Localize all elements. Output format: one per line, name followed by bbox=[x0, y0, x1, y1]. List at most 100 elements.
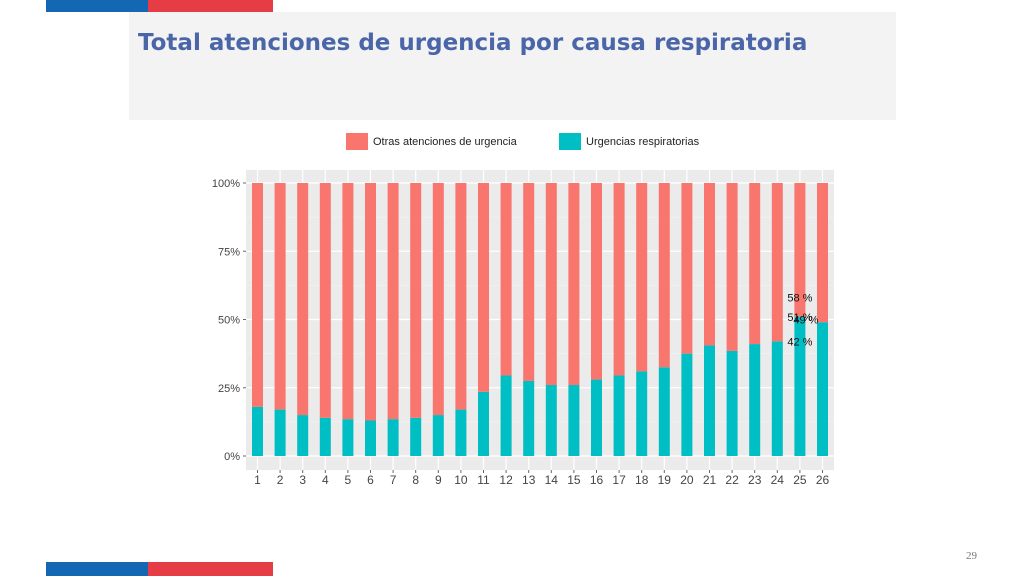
bar-respiratorias-22 bbox=[726, 350, 738, 456]
bar-otras-13 bbox=[523, 183, 535, 381]
y-tick-label: 100% bbox=[212, 178, 240, 190]
bar-otras-11 bbox=[478, 183, 489, 392]
x-tick-label: 13 bbox=[522, 473, 536, 487]
stacked-bar-chart: Otras atenciones de urgencia Urgencias re… bbox=[212, 133, 834, 487]
bar-respiratorias-6 bbox=[365, 420, 376, 456]
x-tick-label: 20 bbox=[680, 473, 694, 487]
y-tick-label: 0% bbox=[224, 451, 240, 463]
bar-respiratorias-4 bbox=[319, 417, 331, 456]
legend-label-2: Urgencias respiratorias bbox=[586, 136, 700, 148]
bar-respiratorias-8 bbox=[410, 417, 422, 456]
legend-swatch-1 bbox=[346, 133, 368, 150]
bar-respiratorias-12 bbox=[500, 375, 512, 456]
x-tick-label: 3 bbox=[299, 473, 306, 487]
y-tick-label: 25% bbox=[218, 383, 240, 395]
bar-otras-14 bbox=[545, 183, 557, 386]
bar-respiratorias-20 bbox=[681, 353, 693, 456]
bar-respiratorias-23 bbox=[749, 344, 761, 456]
y-tick-label: 50% bbox=[218, 315, 240, 327]
bar-otras-23 bbox=[749, 183, 761, 345]
bar-respiratorias-3 bbox=[297, 415, 309, 456]
x-tick-label: 5 bbox=[345, 473, 352, 487]
x-tick-label: 11 bbox=[477, 473, 490, 487]
bar-respiratorias-9 bbox=[432, 415, 444, 456]
x-tick-label: 6 bbox=[367, 473, 374, 487]
bar-otras-5 bbox=[342, 183, 354, 420]
x-tick-label: 17 bbox=[612, 473, 626, 487]
bar-otras-3 bbox=[297, 183, 309, 416]
bar-otras-17 bbox=[613, 183, 625, 376]
bar-respiratorias-21 bbox=[704, 345, 715, 456]
bar-otras-19 bbox=[658, 183, 670, 368]
x-tick-label: 23 bbox=[748, 473, 762, 487]
x-tick-label: 14 bbox=[545, 473, 559, 487]
bar-respiratorias-24 bbox=[771, 341, 783, 456]
top-accent-red-bar bbox=[148, 0, 273, 12]
bar-otras-12 bbox=[500, 183, 512, 376]
bar-otras-2 bbox=[274, 183, 286, 410]
top-accent-blue-bar bbox=[46, 0, 148, 12]
x-tick-label: 1 bbox=[254, 473, 261, 487]
x-tick-label: 8 bbox=[412, 473, 419, 487]
bar-respiratorias-13 bbox=[523, 380, 535, 456]
data-label-annotation: 42 % bbox=[787, 336, 812, 348]
bar-otras-7 bbox=[387, 183, 399, 420]
x-tick-label: 15 bbox=[567, 473, 581, 487]
bar-respiratorias-5 bbox=[342, 419, 354, 456]
bar-respiratorias-7 bbox=[387, 419, 399, 456]
bar-otras-26 bbox=[817, 183, 828, 323]
bar-otras-10 bbox=[455, 183, 467, 410]
bottom-accent-blue-bar bbox=[46, 562, 148, 576]
x-tick-label: 19 bbox=[658, 473, 672, 487]
bar-otras-16 bbox=[591, 183, 602, 380]
bar-otras-6 bbox=[365, 183, 376, 421]
data-label-annotation: 49 % bbox=[793, 315, 818, 327]
bar-otras-22 bbox=[726, 183, 738, 351]
bar-respiratorias-18 bbox=[636, 371, 648, 456]
chart-plot-area: 0%25%50%75%100%1 2 3 4 5 6 7 8 9 10 11 12 13 14 15 16 17… bbox=[212, 170, 834, 487]
bar-otras-15 bbox=[568, 183, 580, 386]
x-tick-label: 2 bbox=[277, 473, 284, 487]
bottom-accent-red-bar bbox=[148, 562, 273, 576]
bar-respiratorias-10 bbox=[455, 409, 467, 456]
bar-respiratorias-25 bbox=[794, 316, 806, 456]
x-tick-label: 21 bbox=[703, 473, 717, 487]
bar-respiratorias-16 bbox=[591, 379, 602, 456]
bar-otras-20 bbox=[681, 183, 693, 354]
x-tick-label: 18 bbox=[635, 473, 649, 487]
bar-otras-1 bbox=[252, 183, 263, 407]
legend-swatch-2 bbox=[559, 133, 581, 150]
bar-otras-24 bbox=[771, 183, 783, 342]
data-label-annotation: 58 % bbox=[787, 293, 812, 305]
x-tick-label: 10 bbox=[454, 473, 468, 487]
bar-respiratorias-11 bbox=[478, 391, 489, 456]
bar-otras-21 bbox=[704, 183, 715, 346]
title-panel: Total atenciones de urgencia por causa r… bbox=[129, 12, 896, 120]
bar-otras-25 bbox=[794, 183, 806, 317]
x-tick-label: 26 bbox=[816, 473, 830, 487]
bar-otras-8 bbox=[410, 183, 422, 418]
x-tick-label: 4 bbox=[322, 473, 329, 487]
slide-title: Total atenciones de urgencia por causa r… bbox=[138, 30, 808, 56]
bar-respiratorias-17 bbox=[613, 375, 625, 456]
y-tick-label: 75% bbox=[218, 246, 240, 258]
data-label-annotation: 51 % bbox=[787, 312, 812, 324]
x-tick-label: 16 bbox=[590, 473, 604, 487]
legend-label-1: Otras atenciones de urgencia bbox=[373, 136, 518, 148]
x-tick-label: 24 bbox=[771, 473, 785, 487]
bar-otras-4 bbox=[319, 183, 331, 418]
bar-respiratorias-14 bbox=[545, 385, 557, 456]
x-tick-label: 12 bbox=[499, 473, 513, 487]
bar-otras-18 bbox=[636, 183, 648, 372]
x-tick-label: 7 bbox=[390, 473, 397, 487]
bar-respiratorias-2 bbox=[274, 409, 286, 456]
x-tick-label: 25 bbox=[793, 473, 807, 487]
chart-legend: Otras atenciones de urgencia Urgencias re… bbox=[346, 133, 700, 150]
x-tick-label: 22 bbox=[725, 473, 739, 487]
bar-respiratorias-1 bbox=[252, 406, 263, 456]
bar-otras-9 bbox=[432, 183, 444, 416]
page-number: 29 bbox=[966, 550, 977, 562]
bar-respiratorias-26 bbox=[817, 322, 828, 456]
bar-respiratorias-15 bbox=[568, 385, 580, 456]
bar-respiratorias-19 bbox=[658, 367, 670, 456]
